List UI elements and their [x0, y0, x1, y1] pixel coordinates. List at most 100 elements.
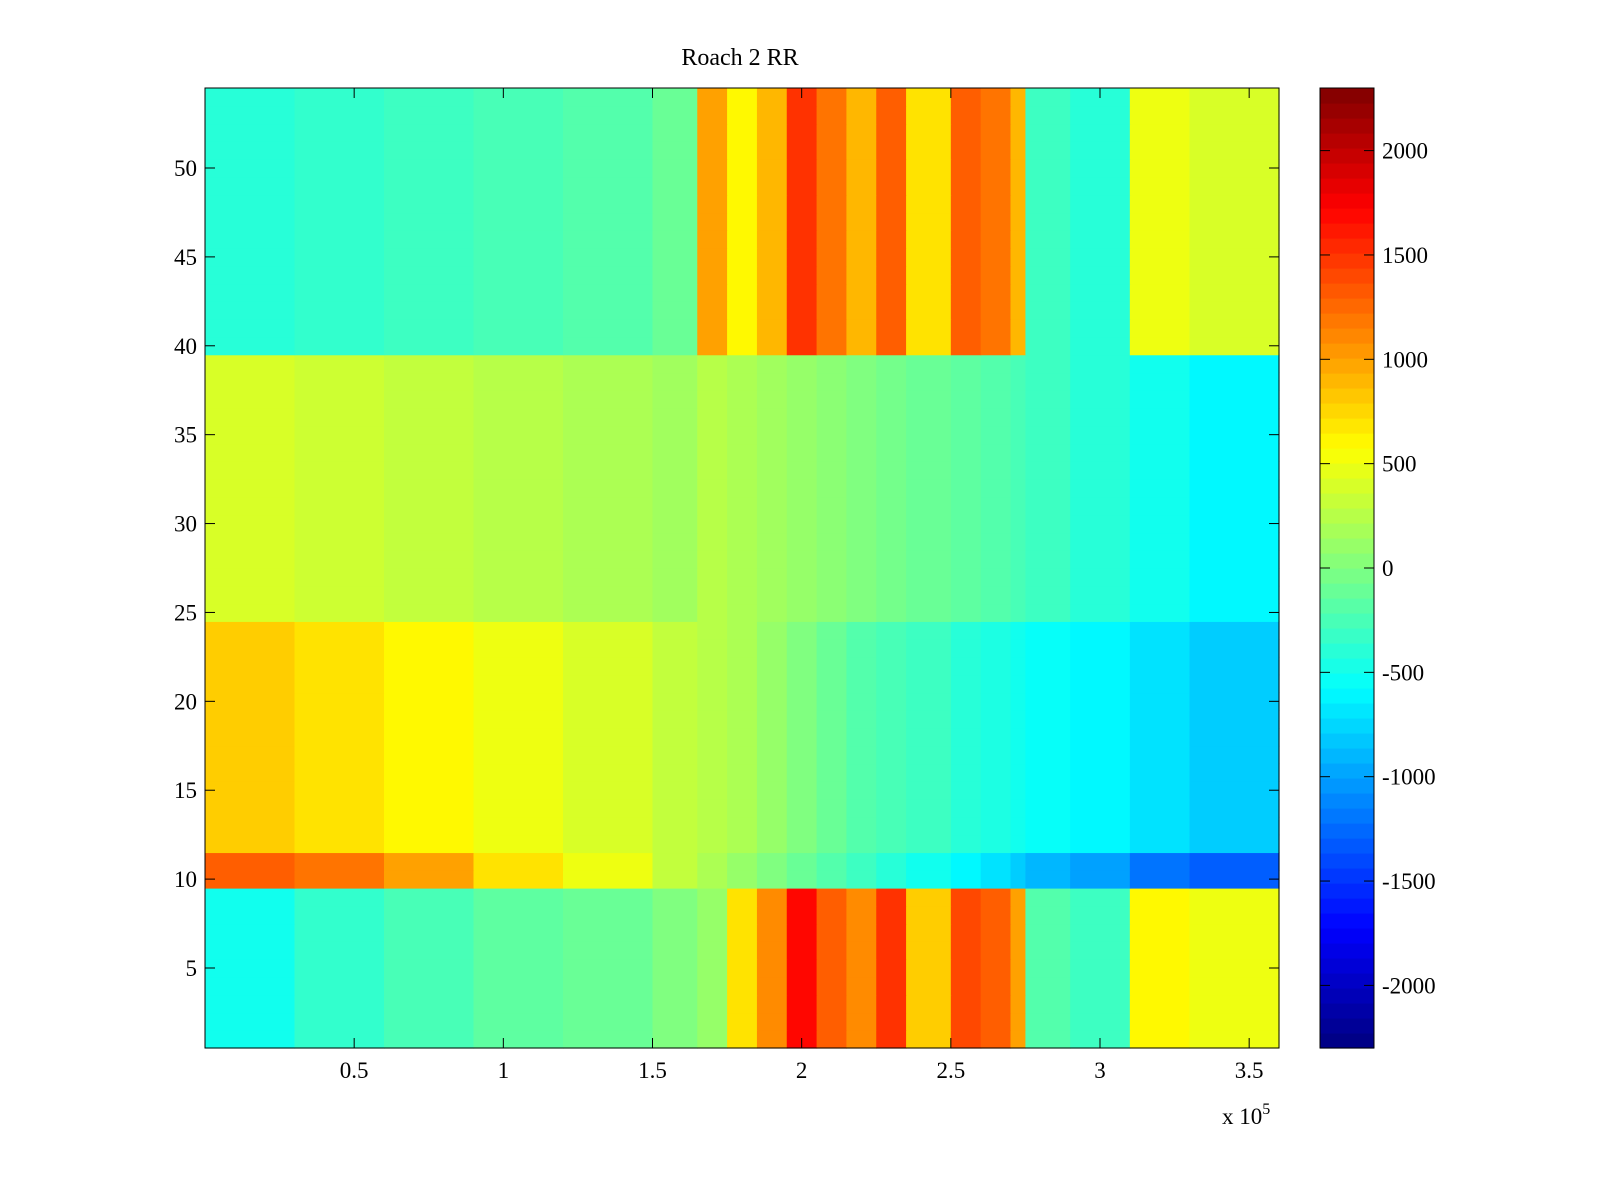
heatmap-cell	[473, 639, 564, 658]
heatmap-cell	[980, 408, 1012, 427]
heatmap-cell	[563, 994, 654, 1014]
heatmap-cell	[563, 88, 654, 107]
heatmap-cell	[816, 905, 848, 925]
heatmap-cell	[980, 745, 1012, 765]
heatmap-cell	[473, 923, 564, 942]
heatmap-cell	[786, 603, 818, 622]
heatmap-cell	[384, 763, 475, 782]
heatmap-cell	[1010, 354, 1027, 374]
heatmap-cell	[473, 105, 564, 125]
heatmap-cell	[1010, 905, 1027, 925]
heatmap-cell	[1189, 1012, 1280, 1031]
heatmap-cell	[950, 621, 982, 640]
heatmap-cell	[786, 710, 818, 729]
heatmap-cell	[1189, 443, 1280, 462]
heatmap-cell	[1025, 141, 1071, 160]
heatmap-cell	[1129, 88, 1191, 107]
heatmap-cell	[1129, 994, 1191, 1014]
heatmap-cell	[1070, 1012, 1131, 1031]
heatmap-cell	[980, 283, 1012, 302]
heatmap-cell	[563, 870, 654, 889]
heatmap-cell	[980, 141, 1012, 160]
heatmap-cell	[294, 728, 385, 747]
heatmap-cell	[697, 852, 728, 871]
heatmap-cell	[652, 194, 698, 214]
heatmap-cell	[1189, 301, 1280, 320]
heatmap-cell	[384, 888, 475, 907]
heatmap-cell	[1025, 639, 1071, 658]
heatmap-cell	[980, 88, 1012, 107]
heatmap-cell	[697, 923, 728, 942]
heatmap-cell	[876, 319, 907, 338]
heatmap-cell	[1129, 212, 1191, 231]
heatmap-cell	[756, 301, 788, 320]
heatmap-cell	[756, 265, 788, 285]
heatmap-cell	[950, 532, 982, 551]
heatmap-cell	[1189, 514, 1280, 534]
heatmap-cell	[473, 799, 564, 818]
heatmap-cell	[876, 603, 907, 622]
heatmap-cell	[1129, 568, 1191, 587]
heatmap-cell	[697, 816, 728, 836]
colorbar-step	[1320, 328, 1374, 344]
heatmap-cell	[1070, 728, 1131, 747]
heatmap-cell	[205, 656, 296, 676]
heatmap-cell	[1189, 479, 1280, 498]
heatmap-cell	[906, 585, 952, 605]
heatmap-cell	[1189, 390, 1280, 409]
heatmap-cell	[697, 159, 728, 178]
heatmap-cell	[980, 336, 1012, 356]
heatmap-cell	[816, 105, 848, 125]
heatmap-cell	[727, 425, 758, 445]
heatmap-cell	[473, 621, 564, 640]
heatmap-cell	[384, 105, 475, 125]
heatmap-cell	[727, 283, 758, 302]
heatmap-cell	[846, 905, 877, 925]
heatmap-cell	[205, 141, 296, 160]
heatmap-cell	[727, 603, 758, 622]
colorbar-step	[1320, 298, 1374, 314]
heatmap-cell	[727, 479, 758, 498]
colorbar-step	[1320, 658, 1374, 674]
colorbar-step	[1320, 718, 1374, 734]
heatmap-cell	[1070, 354, 1131, 374]
heatmap-cell	[950, 781, 982, 800]
heatmap-cell	[786, 479, 818, 498]
heatmap-cell	[786, 621, 818, 640]
heatmap-cell	[816, 265, 848, 285]
heatmap-cell	[697, 283, 728, 302]
heatmap-cell	[697, 994, 728, 1014]
heatmap-cell	[563, 301, 654, 320]
colorbar-step	[1320, 958, 1374, 974]
heatmap-cell	[205, 728, 296, 747]
heatmap-cell	[786, 390, 818, 409]
heatmap-cell	[563, 1012, 654, 1031]
heatmap-cell	[906, 461, 952, 480]
heatmap-cell	[786, 745, 818, 765]
heatmap-cell	[1025, 212, 1071, 231]
heatmap-cell	[786, 123, 818, 142]
heatmap-cell	[906, 905, 952, 925]
heatmap-cell	[563, 123, 654, 142]
heatmap-cell	[756, 639, 788, 658]
heatmap-cell	[294, 870, 385, 889]
heatmap-cell	[846, 425, 877, 445]
heatmap-cell	[563, 319, 654, 338]
heatmap-cell	[1189, 870, 1280, 889]
colorbar-step	[1320, 913, 1374, 929]
heatmap-cell	[950, 461, 982, 480]
heatmap-cell	[756, 976, 788, 996]
heatmap-cell	[1010, 532, 1027, 551]
heatmap-cell	[1070, 479, 1131, 498]
colorbar-step	[1320, 1018, 1374, 1034]
heatmap-cell	[384, 301, 475, 320]
heatmap-cell	[1010, 834, 1027, 854]
heatmap-cell	[786, 354, 818, 374]
y-tick-label: 35	[174, 423, 197, 448]
heatmap-cell	[906, 870, 952, 889]
heatmap-cell	[876, 799, 907, 818]
heatmap-cell	[1010, 639, 1027, 658]
heatmap-cell	[652, 230, 698, 249]
heatmap-cell	[1189, 763, 1280, 782]
heatmap-cell	[786, 265, 818, 285]
